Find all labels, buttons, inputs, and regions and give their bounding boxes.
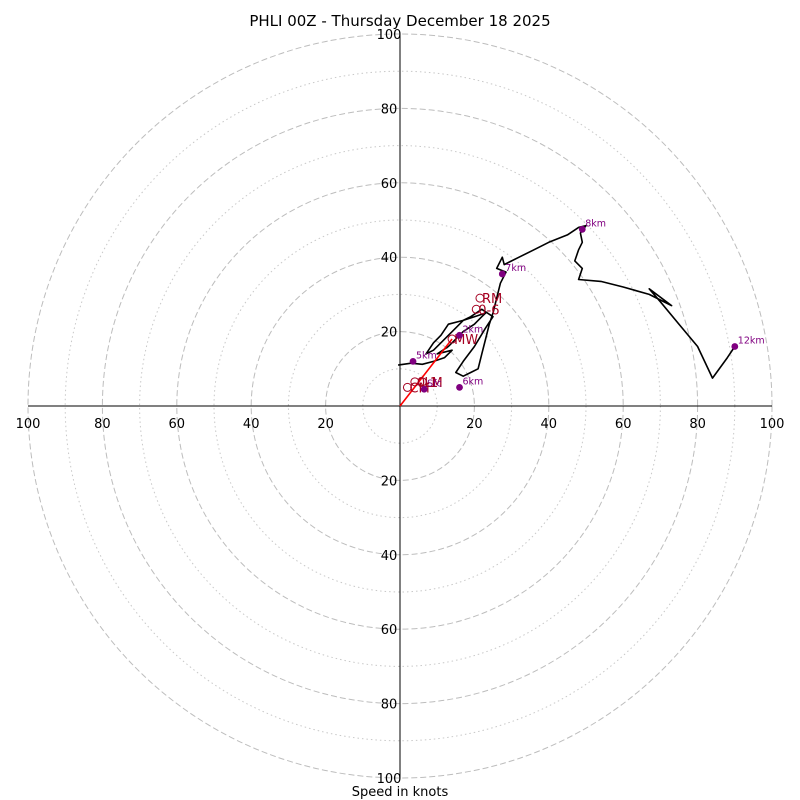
- height-marker-label: 12km: [738, 335, 765, 346]
- height-marker-5km: 5km: [409, 350, 437, 365]
- height-marker-dot: [409, 357, 417, 365]
- y-tick-label: 80: [381, 698, 398, 713]
- height-marker-dot: [731, 343, 739, 350]
- height-marker-label: 2km: [463, 324, 484, 335]
- storm-marker-0-6: 0-6: [471, 303, 499, 318]
- storm-marker-ring: [475, 293, 485, 303]
- height-marker-label: 5km: [416, 350, 437, 361]
- chart-title: PHLI 00Z - Thursday December 18 2025: [249, 12, 550, 30]
- height-markers: Sfc 6km 5km 2km 7km 8km 12km: [409, 218, 765, 393]
- y-tick-label: 80: [381, 102, 398, 117]
- y-tick-label: 60: [381, 623, 398, 638]
- height-marker-8km: 8km: [578, 218, 606, 233]
- x-axis-label: Speed in knots: [352, 785, 449, 800]
- height-marker-label: 6km: [463, 376, 484, 387]
- storm-marker-label: CM: [409, 381, 429, 396]
- x-tick-label: 20: [317, 417, 334, 432]
- storm-marker-ring: [402, 382, 412, 392]
- storm-motion-vector: [399, 338, 453, 407]
- height-marker-6km: 6km: [456, 376, 484, 391]
- storm-marker-label: 0-6: [478, 303, 499, 318]
- x-tick-label: 20: [466, 417, 483, 432]
- storm-marker-ring: [447, 334, 457, 344]
- height-marker-label: 7km: [505, 263, 526, 274]
- height-marker-sfc: Sfc: [420, 378, 442, 393]
- y-tick-label: 60: [381, 177, 398, 192]
- hodograph-trace: [397, 224, 736, 379]
- height-marker-dot: [420, 385, 428, 393]
- y-tick-label: 100: [377, 28, 402, 43]
- x-tick-label: 80: [94, 417, 111, 432]
- x-tick-label: 60: [169, 417, 186, 432]
- storm-marker-ring: [471, 304, 481, 314]
- height-marker-7km: 7km: [498, 263, 526, 278]
- x-tick-label: 100: [16, 417, 41, 432]
- height-marker-12km: 12km: [731, 335, 765, 350]
- hodograph-line: [397, 224, 736, 379]
- x-tick-label: 40: [541, 417, 558, 432]
- storm-marker-cm: CM: [402, 381, 430, 396]
- y-tick-label: 20: [381, 326, 398, 341]
- height-marker-label: Sfc: [427, 378, 442, 389]
- height-marker-2km: 2km: [456, 324, 484, 339]
- height-marker-dot: [456, 384, 463, 391]
- height-marker-dot: [456, 331, 463, 339]
- height-marker-label: 8km: [585, 218, 606, 229]
- y-tick-label: 40: [381, 549, 398, 564]
- storm-marker-label: RM: [482, 292, 502, 307]
- storm-marker-label: LM: [424, 376, 442, 391]
- height-marker-dot: [578, 225, 586, 233]
- tick-labels: 100 80 60 40 20 20 40 60 80 100 100 80 60 40 20 20 40 60 8…: [16, 28, 785, 787]
- x-tick-label: 60: [615, 417, 632, 432]
- x-tick-label: 100: [760, 417, 785, 432]
- x-tick-label: 80: [689, 417, 706, 432]
- storm-marker-lm: LM: [417, 376, 443, 391]
- height-marker-dot: [498, 270, 506, 278]
- x-tick-label: 40: [243, 417, 260, 432]
- mean-wind-vector: [399, 338, 453, 407]
- storm-marker-rm: RM: [475, 292, 502, 307]
- y-tick-label: 40: [381, 251, 398, 266]
- y-tick-label: 100: [377, 772, 402, 787]
- y-tick-label: 20: [381, 474, 398, 489]
- storm-marker-ring: [410, 377, 420, 387]
- storm-marker-ring: [417, 377, 427, 387]
